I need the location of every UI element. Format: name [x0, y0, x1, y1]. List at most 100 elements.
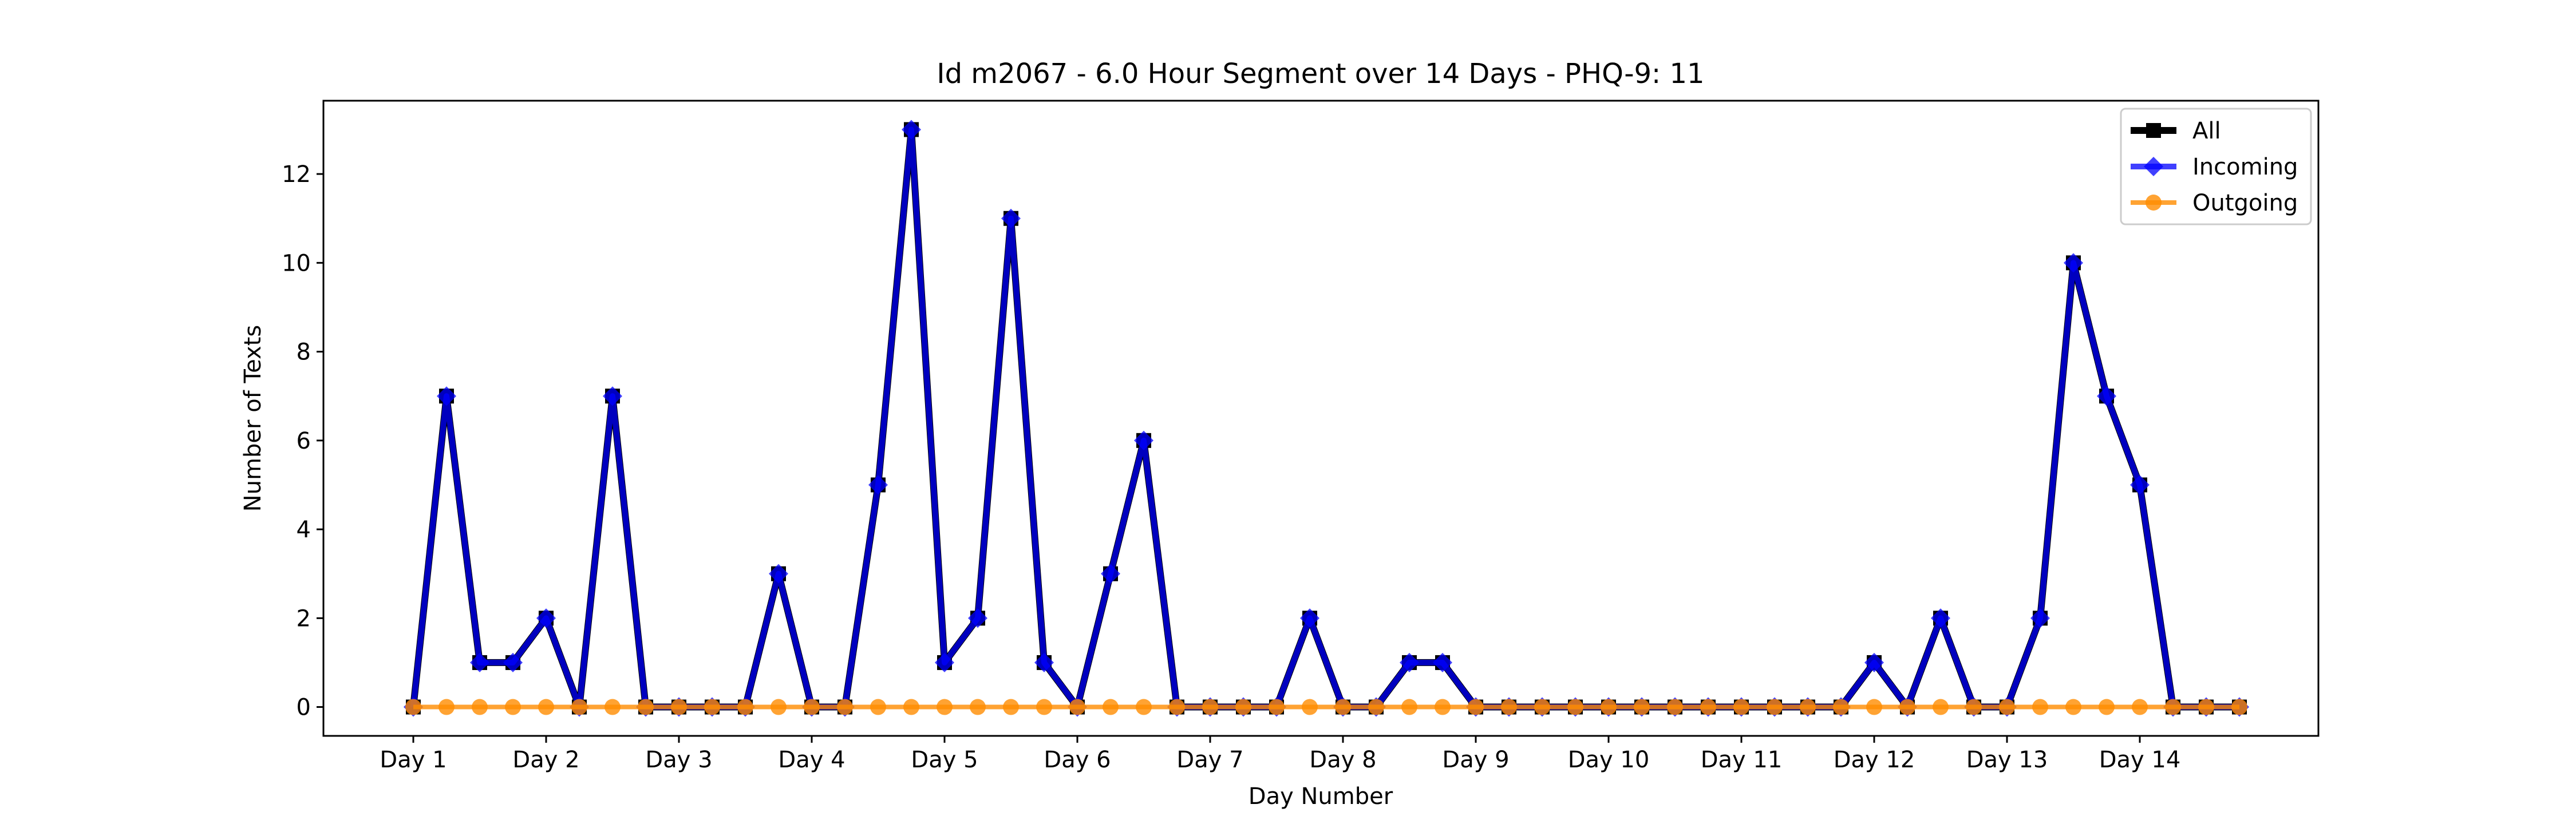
data-point-incoming [1001, 208, 1021, 228]
y-tick-label: 2 [297, 605, 311, 632]
y-tick-label: 8 [297, 339, 311, 366]
data-point-outgoing [505, 699, 521, 715]
data-point-incoming [503, 652, 523, 672]
data-point-incoming [1400, 652, 1419, 672]
data-point-outgoing [1069, 699, 1085, 715]
data-point-incoming [2030, 608, 2050, 628]
data-point-outgoing [1899, 699, 1915, 715]
legend: All Incoming Outgoing [2120, 108, 2312, 225]
series-outgoing [405, 699, 2247, 715]
data-point-incoming [868, 475, 888, 495]
data-point-outgoing [870, 699, 886, 715]
data-point-outgoing [1634, 699, 1650, 715]
legend-label-incoming: Incoming [2192, 154, 2298, 180]
x-tick-label: Day 9 [1442, 747, 1509, 773]
data-point-outgoing [837, 699, 853, 715]
y-tick-label: 6 [297, 428, 311, 454]
data-point-incoming [1101, 564, 1120, 584]
data-point-outgoing [2032, 699, 2048, 715]
data-point-incoming [935, 652, 954, 672]
data-point-outgoing [771, 699, 787, 715]
data-point-outgoing [438, 699, 455, 715]
data-point-outgoing [1036, 699, 1052, 715]
data-point-outgoing [1103, 699, 1119, 715]
data-point-incoming [470, 652, 489, 672]
x-axis: Day 1 Day 2 Day 3 Day 4 Day 5 Day 6 Day 7 Day 8… [380, 736, 2180, 773]
data-point-incoming [1864, 652, 1884, 672]
data-point-outgoing [804, 699, 820, 715]
data-point-incoming [603, 386, 622, 406]
data-point-outgoing [405, 699, 421, 715]
legend-marker-all [2146, 123, 2161, 138]
data-point-outgoing [2165, 699, 2181, 715]
data-point-incoming [1433, 652, 1452, 672]
data-point-outgoing [2099, 699, 2115, 715]
x-tick-label: Day 3 [645, 747, 712, 773]
series-incoming [404, 120, 2249, 717]
data-point-outgoing [1733, 699, 1749, 715]
data-point-outgoing [1866, 699, 1882, 715]
data-point-outgoing [2198, 699, 2214, 715]
series-all [406, 122, 2247, 715]
y-tick-label: 4 [297, 517, 311, 543]
data-point-outgoing [1202, 699, 1218, 715]
data-point-outgoing [1601, 699, 1617, 715]
data-point-outgoing [1368, 699, 1384, 715]
data-point-outgoing [1235, 699, 1251, 715]
data-point-incoming [1931, 608, 1950, 628]
x-tick-label: Day 11 [1701, 747, 1783, 773]
series-layer [404, 120, 2249, 717]
data-point-outgoing [737, 699, 753, 715]
data-point-outgoing [538, 699, 554, 715]
data-point-outgoing [937, 699, 953, 715]
data-point-incoming [1034, 652, 1054, 672]
data-point-outgoing [704, 699, 720, 715]
data-point-outgoing [1501, 699, 1517, 715]
data-point-outgoing [671, 699, 687, 715]
data-point-outgoing [1335, 699, 1351, 715]
data-point-outgoing [1999, 699, 2015, 715]
x-tick-label: Day 1 [380, 747, 447, 773]
data-point-outgoing [1567, 699, 1583, 715]
x-tick-label: Day 2 [512, 747, 579, 773]
data-point-incoming [1300, 608, 1319, 628]
data-point-outgoing [2065, 699, 2081, 715]
y-axis: 0 2 4 6 8 10 12 [282, 161, 323, 721]
x-tick-label: Day 10 [1568, 747, 1650, 773]
data-point-outgoing [1269, 699, 1285, 715]
data-point-incoming [2064, 253, 2083, 273]
data-point-incoming [2130, 475, 2150, 495]
data-point-outgoing [1468, 699, 1484, 715]
data-point-outgoing [638, 699, 654, 715]
series-line-all [410, 126, 2239, 711]
x-tick-label: Day 12 [1834, 747, 1915, 773]
data-point-incoming [968, 608, 987, 628]
data-point-incoming [437, 386, 456, 406]
data-point-outgoing [571, 699, 587, 715]
y-tick-label: 10 [282, 250, 311, 276]
data-point-outgoing [1966, 699, 1982, 715]
data-point-outgoing [472, 699, 488, 715]
data-point-incoming [769, 564, 788, 584]
data-point-outgoing [1833, 699, 1849, 715]
data-point-incoming [1134, 430, 1153, 450]
plot-frame [322, 100, 2320, 737]
data-point-outgoing [1302, 699, 1318, 715]
x-tick-label: Day 4 [778, 747, 845, 773]
data-point-outgoing [1700, 699, 1716, 715]
data-point-outgoing [903, 699, 919, 715]
legend-label-outgoing: Outgoing [2192, 190, 2298, 216]
legend-box [2120, 108, 2312, 225]
legend-label-all: All [2192, 118, 2221, 144]
y-tick-label: 0 [297, 695, 311, 721]
data-point-incoming [2097, 386, 2116, 406]
x-tick-label: Day 13 [1966, 747, 2048, 773]
x-tick-label: Day 8 [1309, 747, 1376, 773]
data-point-outgoing [1401, 699, 1417, 715]
x-tick-label: Day 6 [1044, 747, 1111, 773]
x-tick-label: Day 5 [911, 747, 978, 773]
data-point-outgoing [1003, 699, 1019, 715]
data-point-outgoing [1169, 699, 1185, 715]
data-point-incoming [902, 120, 921, 140]
chart-title: Id m2067 - 6.0 Hour Segment over 14 Days… [937, 58, 1704, 90]
